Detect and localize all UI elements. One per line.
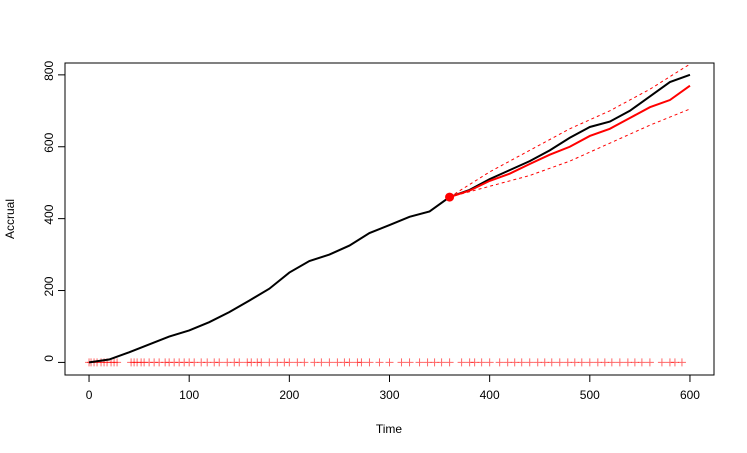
x-tick-label: 100 <box>179 388 199 402</box>
rug-mark <box>423 358 432 367</box>
rug-mark <box>385 358 394 367</box>
rug-mark <box>405 358 414 367</box>
x-tick-label: 0 <box>86 388 93 402</box>
rug-mark <box>670 358 679 367</box>
rug-mark <box>600 358 609 367</box>
plot-box <box>64 62 715 376</box>
rug-mark <box>415 358 424 367</box>
rug-mark <box>375 358 384 367</box>
rug-mark <box>547 358 556 367</box>
rug-mark <box>300 358 309 367</box>
rug-mark <box>585 358 594 367</box>
rug-mark <box>457 358 466 367</box>
rug-mark <box>533 358 542 367</box>
rug-mark <box>525 358 534 367</box>
rug-mark <box>273 358 282 367</box>
rug-mark <box>607 358 616 367</box>
rug-mark <box>485 358 494 367</box>
rug-mark <box>235 358 244 367</box>
rug-mark <box>555 358 564 367</box>
current-point <box>445 192 455 202</box>
rug-mark <box>623 358 632 367</box>
rug-mark <box>540 358 549 367</box>
rug-mark <box>190 358 199 367</box>
x-tick-label: 500 <box>580 388 600 402</box>
rug-mark <box>257 358 266 367</box>
rug-mark <box>510 358 519 367</box>
rug-mark <box>577 358 586 367</box>
y-tick-label: 600 <box>42 132 56 152</box>
rug-mark <box>333 358 342 367</box>
rug-mark <box>570 358 579 367</box>
y-tick-label: 400 <box>42 204 56 224</box>
y-tick-label: 0 <box>42 355 56 362</box>
x-tick-label: 400 <box>480 388 500 402</box>
rug-mark <box>397 358 406 367</box>
rug-mark <box>325 358 334 367</box>
series-line <box>449 84 691 199</box>
rug-mark <box>563 358 572 367</box>
rug-mark <box>615 358 624 367</box>
rug-mark <box>477 358 486 367</box>
y-axis-label: Accrual <box>3 199 17 239</box>
rug-mark <box>470 358 479 367</box>
rug-mark <box>113 358 122 367</box>
rug-mark <box>293 358 302 367</box>
rug-mark <box>657 358 666 367</box>
x-axis-label: Time <box>376 422 403 436</box>
rug-mark <box>285 358 294 367</box>
y-tick-label: 200 <box>42 276 56 296</box>
x-tick-label: 200 <box>279 388 299 402</box>
rug-mark <box>310 358 319 367</box>
x-tick-label: 600 <box>680 388 700 402</box>
rug-mark <box>495 358 504 367</box>
series-line <box>449 63 691 198</box>
rug-mark <box>203 358 212 367</box>
rug-mark <box>645 358 654 367</box>
rug-mark <box>365 358 374 367</box>
rug-mark <box>430 358 439 367</box>
rug-mark <box>357 358 366 367</box>
rug-mark <box>630 358 639 367</box>
rug-mark <box>265 358 274 367</box>
x-tick-label: 300 <box>379 388 399 402</box>
rug-mark <box>345 358 354 367</box>
rug-mark <box>593 358 602 367</box>
rug-mark <box>445 358 454 367</box>
rug-mark <box>437 358 446 367</box>
series-line <box>88 73 691 364</box>
y-tick-label: 800 <box>42 61 56 81</box>
rug-mark <box>677 358 686 367</box>
rug-mark <box>317 358 326 367</box>
rug-mark <box>637 358 646 367</box>
rug-mark <box>503 358 512 367</box>
rug-mark <box>215 358 224 367</box>
rug-mark <box>517 358 526 367</box>
rug-mark <box>223 358 232 367</box>
